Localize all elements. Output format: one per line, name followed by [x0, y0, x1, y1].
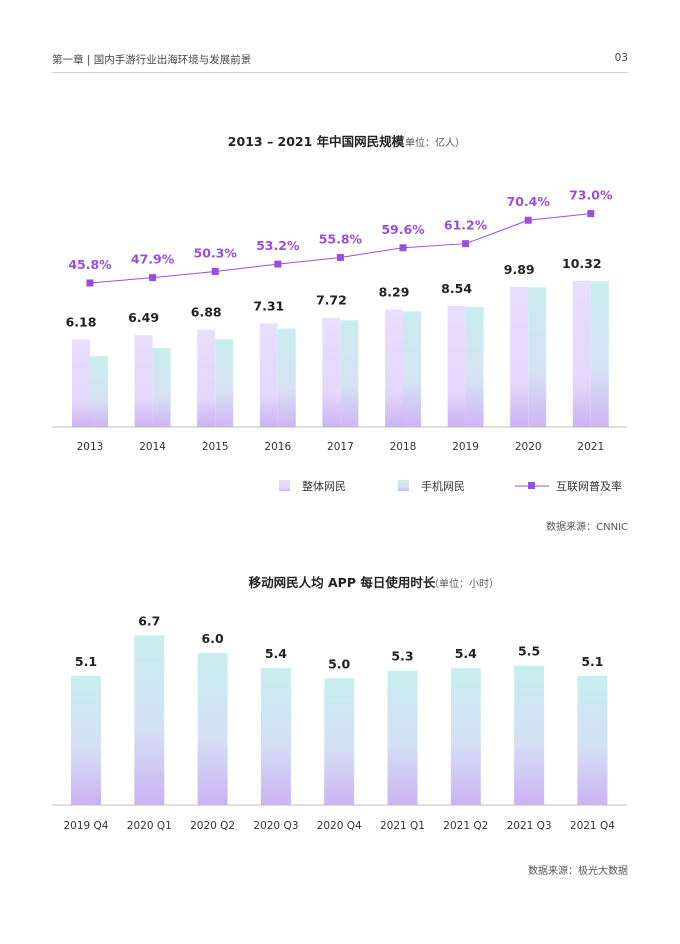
label-total-2020: 9.89 — [504, 262, 535, 277]
label-usage-2021-Q4: 5.1 — [581, 654, 603, 669]
xtick-2020: 2020 — [515, 441, 542, 453]
label-usage-2020-Q1: 6.7 — [138, 613, 160, 628]
legend-swatch-mobile — [398, 480, 409, 491]
bar-mobile-2019 — [465, 307, 484, 427]
chapter-title: 第一章 | 国内手游行业出海环境与发展前景 — [52, 54, 252, 66]
xtick-2013: 2013 — [77, 441, 104, 453]
bar-mobile-2018 — [403, 311, 421, 427]
bar-mobile-2017 — [340, 320, 359, 427]
bar-usage-2020-Q2 — [197, 653, 228, 805]
bar-usage-2020-Q4 — [324, 678, 355, 805]
label-usage-2020-Q2: 6.0 — [202, 631, 224, 646]
xtick-2021-Q2: 2021 Q2 — [443, 820, 488, 832]
chart2-source: 数据来源：极光大数据 — [528, 866, 628, 877]
point-rate-2015 — [211, 267, 219, 275]
label-total-2017: 7.72 — [316, 293, 347, 308]
bar-total-2021 — [572, 280, 591, 427]
label-total-2014: 6.49 — [128, 310, 159, 325]
legend-label-rate: 互联网普及率 — [556, 479, 622, 493]
point-rate-2019 — [462, 240, 470, 248]
label-rate-2016: 53.2% — [256, 238, 300, 253]
point-rate-2013 — [86, 279, 94, 287]
label-usage-2021-Q2: 5.4 — [455, 646, 477, 661]
label-usage-2021-Q1: 5.3 — [391, 649, 413, 664]
label-usage-2021-Q3: 5.5 — [518, 644, 540, 659]
label-rate-2017: 55.8% — [319, 231, 363, 246]
point-rate-2021 — [587, 210, 595, 218]
xtick-2021-Q4: 2021 Q4 — [570, 820, 615, 832]
bar-usage-2019-Q4 — [71, 675, 101, 805]
label-rate-2018: 59.6% — [381, 222, 425, 237]
bar-total-2016 — [259, 323, 278, 427]
label-rate-2013: 45.8% — [68, 257, 112, 272]
bar-usage-2020-Q1 — [134, 635, 165, 805]
chart2-unit-note: （单位：小时） — [429, 577, 499, 590]
bar-usage-2021-Q2 — [450, 668, 481, 805]
xtick-2021: 2021 — [577, 441, 604, 453]
legend-marker-rate — [528, 482, 535, 489]
xtick-2020-Q4: 2020 Q4 — [317, 820, 362, 832]
bar-total-2020 — [510, 286, 529, 427]
bar-mobile-2013 — [90, 356, 108, 427]
bar-usage-2021-Q1 — [387, 670, 418, 805]
bar-mobile-2016 — [277, 328, 296, 427]
bar-mobile-2021 — [590, 281, 609, 427]
label-rate-2020: 70.4% — [507, 194, 551, 209]
point-rate-2020 — [524, 216, 532, 224]
xtick-2021-Q1: 2021 Q1 — [380, 820, 425, 832]
bar-total-2015 — [197, 329, 216, 427]
legend-swatch-total — [279, 480, 290, 491]
point-rate-2016 — [274, 260, 282, 268]
bar-usage-2021-Q3 — [514, 665, 545, 805]
label-usage-2020-Q3: 5.4 — [265, 646, 287, 661]
label-rate-2014: 47.9% — [131, 252, 175, 267]
bar-usage-2021-Q4 — [577, 675, 608, 805]
chart1-unit-note: （单位：亿人） — [395, 136, 465, 149]
xtick-2020-Q1: 2020 Q1 — [127, 820, 172, 832]
label-total-2019: 8.54 — [441, 281, 472, 296]
label-rate-2021: 73.0% — [569, 188, 613, 203]
label-total-2018: 8.29 — [379, 285, 410, 300]
xtick-2014: 2014 — [139, 441, 166, 453]
chart1-legend: 整体网民 手机网民 互联网普及率 — [279, 479, 622, 493]
point-rate-2014 — [149, 274, 157, 282]
xtick-2020-Q3: 2020 Q3 — [253, 820, 298, 832]
xtick-2021-Q3: 2021 Q3 — [507, 820, 552, 832]
bar-total-2017 — [322, 317, 341, 427]
label-rate-2015: 50.3% — [194, 245, 238, 260]
point-rate-2017 — [336, 253, 344, 261]
label-total-2015: 6.88 — [191, 305, 222, 320]
page-number: 03 — [614, 52, 628, 64]
xtick-2019-Q4: 2019 Q4 — [63, 820, 108, 832]
label-usage-2019-Q4: 5.1 — [75, 654, 97, 669]
label-usage-2020-Q4: 5.0 — [328, 656, 350, 671]
xtick-2017: 2017 — [327, 441, 354, 453]
legend-label-total: 整体网民 — [302, 479, 346, 493]
xtick-2020-Q2: 2020 Q2 — [190, 820, 235, 832]
xtick-2018: 2018 — [390, 441, 417, 453]
bar-usage-2020-Q3 — [260, 668, 291, 805]
xtick-2019: 2019 — [452, 441, 479, 453]
page-header: 第一章 | 国内手游行业出海环境与发展前景 03 — [52, 46, 628, 73]
label-total-2021: 10.32 — [562, 256, 602, 271]
internet-users-chart: 2013 – 2021 年中国网民规模 （单位：亿人） 6.18 6.49 6.88… — [52, 134, 627, 493]
chart1-title: 2013 – 2021 年中国网民规模 — [228, 134, 405, 149]
bar-mobile-2020 — [528, 287, 547, 427]
label-total-2013: 6.18 — [66, 314, 97, 329]
legend-label-mobile: 手机网民 — [421, 479, 465, 493]
bar-total-2018 — [385, 309, 403, 427]
bar-total-2014 — [134, 335, 153, 427]
chart2-title: 移动网民人均 APP 每日使用时长 — [249, 575, 436, 590]
label-total-2016: 7.31 — [253, 298, 284, 313]
label-rate-2019: 61.2% — [444, 218, 488, 233]
xtick-2015: 2015 — [202, 441, 229, 453]
chart1-source: 数据来源：CNNIC — [546, 522, 628, 533]
bar-mobile-2014 — [152, 348, 171, 427]
bar-mobile-2015 — [215, 339, 234, 427]
point-rate-2018 — [399, 244, 407, 252]
app-usage-chart: 移动网民人均 APP 每日使用时长 （单位：小时） 5.1 6.7 6.0 5.4 5.… — [52, 575, 627, 832]
xtick-2016: 2016 — [264, 441, 291, 453]
bar-total-2013 — [72, 339, 90, 427]
bar-total-2019 — [447, 306, 466, 427]
